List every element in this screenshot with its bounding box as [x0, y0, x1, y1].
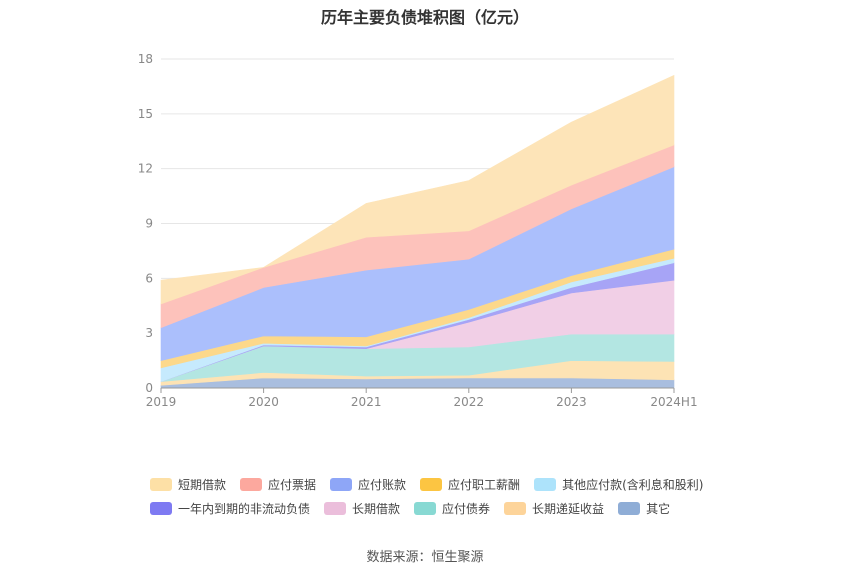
axes: 0 3 6 9 12 15 18 2019 2020 2021 2022 2023 2024H1 — [138, 52, 698, 409]
legend-row: 短期借款 应付票据 应付账款 应付职工薪酬 其他应付款(含利息和股利) — [150, 472, 730, 496]
x-tick-label: 2019 — [146, 395, 177, 409]
legend-label: 应付票据 — [268, 477, 317, 492]
x-tick-label: 2020 — [248, 395, 279, 409]
data-source: 数据来源：恒生聚源 — [366, 550, 484, 565]
legend-label: 短期借款 — [178, 477, 227, 492]
legend-item[interactable]: 应付票据 — [240, 476, 316, 493]
legend-swatch — [150, 477, 172, 491]
chart-title: 历年主要负债堆积图（亿元） — [320, 8, 529, 27]
x-tick-label: 2022 — [454, 395, 485, 409]
legend-item[interactable]: 应付职工薪酬 — [420, 476, 520, 493]
x-tick-label: 2023 — [556, 395, 587, 409]
y-tick-label: 6 — [145, 271, 153, 285]
area-series-9 — [160, 74, 675, 305]
legend-label: 其他应付款(含利息和股利) — [562, 477, 704, 492]
legend-item[interactable]: 应付账款 — [330, 476, 406, 493]
legend-item[interactable]: 长期递延收益 — [504, 500, 604, 517]
legend-swatch — [240, 477, 263, 491]
y-tick-label: 18 — [138, 52, 153, 66]
stacked-area-chart: 0 3 6 9 12 15 18 2019 2020 2021 2022 2023 2024H1 — [138, 52, 698, 409]
legend-label: 一年内到期的非流动负债 — [178, 501, 311, 516]
legend-label: 长期借款 — [352, 501, 401, 516]
legend-label: 其它 — [646, 501, 671, 516]
legend: 短期借款 应付票据 应付账款 应付职工薪酬 其他应付款(含利息和股利) 一年内到期的非流… — [150, 472, 730, 520]
y-tick-label: 12 — [138, 162, 153, 176]
legend-swatch — [324, 501, 347, 515]
x-tick-label: 2021 — [351, 395, 382, 409]
legend-row: 一年内到期的非流动负债 长期借款 应付债券 长期递延收益 其它 — [150, 496, 730, 520]
legend-item[interactable]: 其他应付款(含利息和股利) — [534, 476, 703, 493]
legend-item[interactable]: 长期借款 — [324, 500, 400, 517]
legend-swatch — [330, 477, 353, 491]
legend-label: 应付职工薪酬 — [448, 477, 521, 492]
legend-swatch — [504, 501, 527, 515]
legend-swatch — [534, 477, 557, 491]
legend-swatch — [414, 501, 437, 515]
legend-item[interactable]: 短期借款 — [150, 476, 226, 493]
legend-item[interactable]: 应付债券 — [414, 500, 490, 517]
legend-swatch — [150, 501, 172, 515]
legend-item[interactable]: 其它 — [618, 500, 670, 517]
y-tick-label: 3 — [145, 326, 153, 340]
legend-swatch — [618, 501, 641, 515]
legend-label: 长期递延收益 — [532, 501, 605, 516]
legend-swatch — [420, 477, 443, 491]
y-tick-label: 15 — [138, 107, 153, 121]
legend-label: 应付账款 — [358, 477, 407, 492]
area-series — [160, 74, 675, 389]
legend-label: 应付债券 — [442, 501, 491, 516]
y-tick-label: 0 — [145, 381, 153, 395]
y-tick-label: 9 — [145, 217, 153, 231]
legend-item[interactable]: 一年内到期的非流动负债 — [150, 500, 310, 517]
x-tick-label: 2024H1 — [650, 395, 697, 409]
